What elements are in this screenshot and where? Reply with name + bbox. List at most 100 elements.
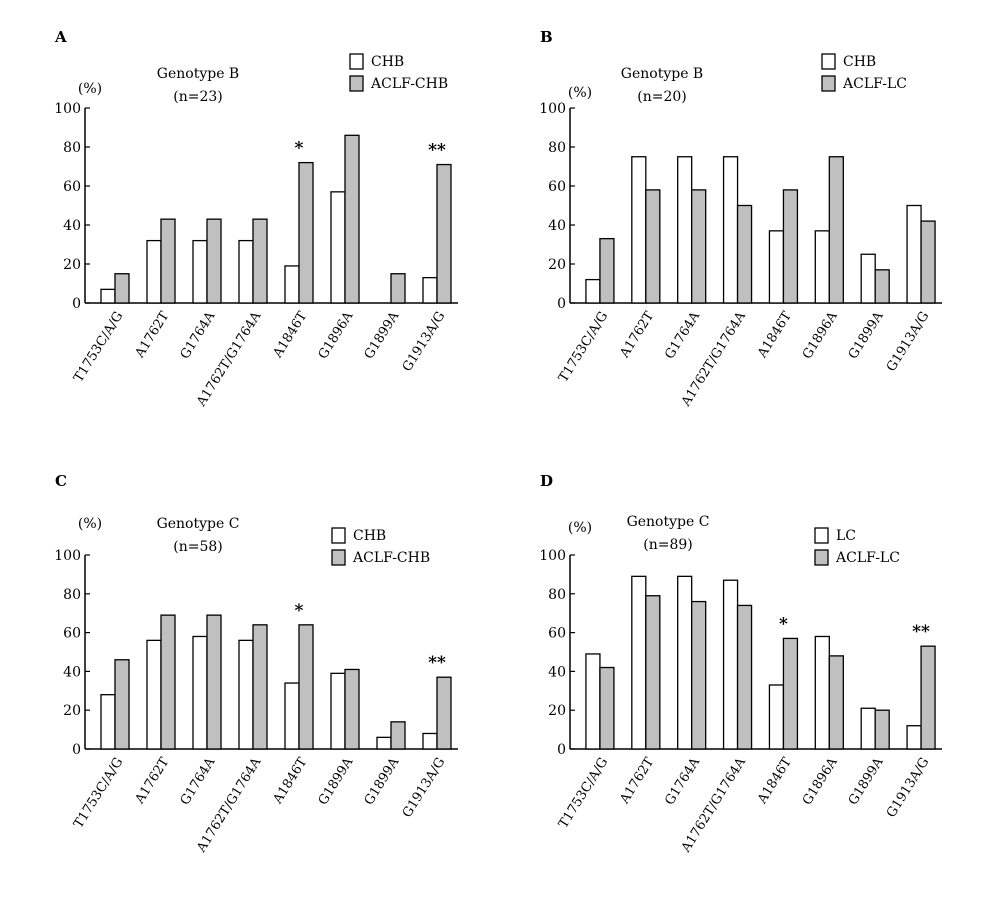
panel-letter: D — [540, 472, 553, 490]
legend-label: ACLF-CHB — [352, 550, 430, 566]
significance-marker: ** — [912, 622, 930, 642]
bar-series1 — [874, 269, 890, 304]
bar-series1 — [160, 218, 176, 304]
bar-series1 — [298, 624, 314, 750]
y-tick-label: 20 — [548, 257, 566, 273]
legend-swatch — [331, 549, 346, 566]
x-category-label: G1896A — [800, 755, 841, 808]
legend-label: ACLF-LC — [842, 76, 907, 92]
bar-series1 — [344, 134, 360, 304]
chart-panel-a: A Genotype B (n=23) (%) 100 80 60 40 20 0T1753C/A… — [54, 28, 458, 410]
bar-series0 — [906, 725, 922, 750]
bar-series1 — [298, 161, 314, 304]
chart-panel-d: D Genotype C (n=89) (%)100 80 60 40 20 0T1753C/A… — [539, 472, 942, 856]
bar-series0 — [722, 156, 739, 304]
chart-title: Genotype B — [157, 66, 239, 82]
y-tick-label: 100 — [54, 101, 81, 117]
bar-series0 — [330, 191, 346, 304]
x-category-label: G1899A — [316, 755, 357, 808]
x-category-label: A1846T — [270, 309, 311, 361]
legend-swatch — [821, 53, 836, 70]
bar-series0 — [238, 239, 254, 304]
y-tick-label: 0 — [557, 742, 566, 758]
bar-series1 — [874, 709, 890, 750]
legend-label: CHB — [371, 54, 404, 70]
bar-series1 — [645, 189, 661, 304]
bar-series0 — [677, 156, 693, 304]
bar-series0 — [860, 707, 876, 750]
x-category-label: T1753C/A/G — [556, 309, 611, 385]
panel-letter: B — [540, 28, 553, 46]
chart-subtitle: (n=58) — [173, 539, 223, 555]
x-category-label: A1846T — [754, 755, 795, 807]
y-tick-label: 40 — [63, 218, 81, 234]
legend-swatch — [814, 527, 829, 544]
x-category-label: A1846T — [754, 309, 795, 361]
panel-letter: C — [55, 472, 67, 490]
x-category-label: T1753C/A/G — [71, 755, 126, 831]
x-category-label: G1913A/G — [400, 755, 449, 820]
y-tick-label: 60 — [548, 626, 566, 642]
bar-series0 — [376, 736, 392, 750]
bar-series0 — [722, 579, 739, 750]
panel-letter: A — [54, 28, 67, 46]
significance-marker: * — [295, 139, 304, 159]
bar-series1 — [390, 721, 406, 750]
bar-series1 — [782, 189, 799, 304]
chart-subtitle: (n=20) — [637, 89, 687, 105]
bar-series0 — [284, 265, 300, 304]
significance-marker: ** — [428, 653, 446, 673]
bar-series1 — [828, 655, 844, 750]
bar-series1 — [691, 189, 707, 304]
y-tick-label: 100 — [539, 101, 566, 117]
bar-series1 — [114, 659, 130, 750]
bar-series1 — [252, 218, 268, 304]
x-category-label: G1913A/G — [884, 309, 933, 374]
chart-subtitle: (n=89) — [643, 537, 693, 553]
bar-series1 — [599, 237, 615, 304]
y-tick-label: 20 — [63, 257, 81, 273]
x-category-label: G1764A — [662, 755, 703, 808]
bar-series0 — [192, 635, 208, 750]
chart-subtitle: (n=23) — [173, 89, 223, 105]
x-category-label: G1899A — [846, 755, 887, 808]
bar-series1 — [645, 595, 661, 750]
bar-series1 — [114, 273, 130, 304]
chart-panel-c: C Genotype C (n=58) (%) 100 80 60 40 20 0T1753C/A… — [54, 472, 458, 856]
x-category-label: G1913A/G — [400, 309, 449, 374]
y-tick-label: 20 — [548, 703, 566, 719]
x-category-label: A1762T — [617, 309, 658, 361]
y-unit-label: (%) — [78, 81, 102, 97]
chart-title: Genotype B — [621, 66, 703, 82]
bar-series0 — [814, 230, 830, 304]
bar-series1 — [160, 614, 176, 750]
y-tick-label: 80 — [548, 587, 566, 603]
bar-series1 — [736, 204, 753, 304]
significance-marker: * — [295, 601, 304, 621]
chart-panel-b: B Genotype B (n=20) (%)100 80 60 40 20 0T1753C/A… — [539, 28, 942, 410]
bar-series0 — [585, 653, 601, 750]
legend-label: ACLF-CHB — [370, 76, 448, 92]
x-category-label: G1764A — [178, 755, 219, 808]
x-category-label: A1846T — [270, 755, 311, 807]
x-category-label: G1764A — [178, 309, 219, 362]
bar-series0 — [860, 253, 876, 304]
bar-series0 — [631, 575, 647, 750]
y-tick-label: 40 — [548, 218, 566, 234]
y-unit-label: (%) — [568, 520, 592, 536]
bar-series0 — [814, 635, 830, 750]
y-tick-label: 100 — [539, 548, 566, 564]
bar-series1 — [691, 600, 707, 750]
y-tick-label: 0 — [72, 742, 81, 758]
y-tick-label: 60 — [63, 626, 81, 642]
y-tick-label: 40 — [63, 664, 81, 680]
bar-series1 — [782, 637, 799, 750]
x-category-label: G1899A — [362, 309, 403, 362]
x-category-label: A1762T — [132, 309, 173, 361]
bar-series1 — [920, 645, 936, 750]
bar-series1 — [828, 156, 844, 304]
x-category-label: G1899A — [362, 755, 403, 808]
chart-title: Genotype C — [627, 514, 710, 530]
y-tick-label: 100 — [54, 548, 81, 564]
